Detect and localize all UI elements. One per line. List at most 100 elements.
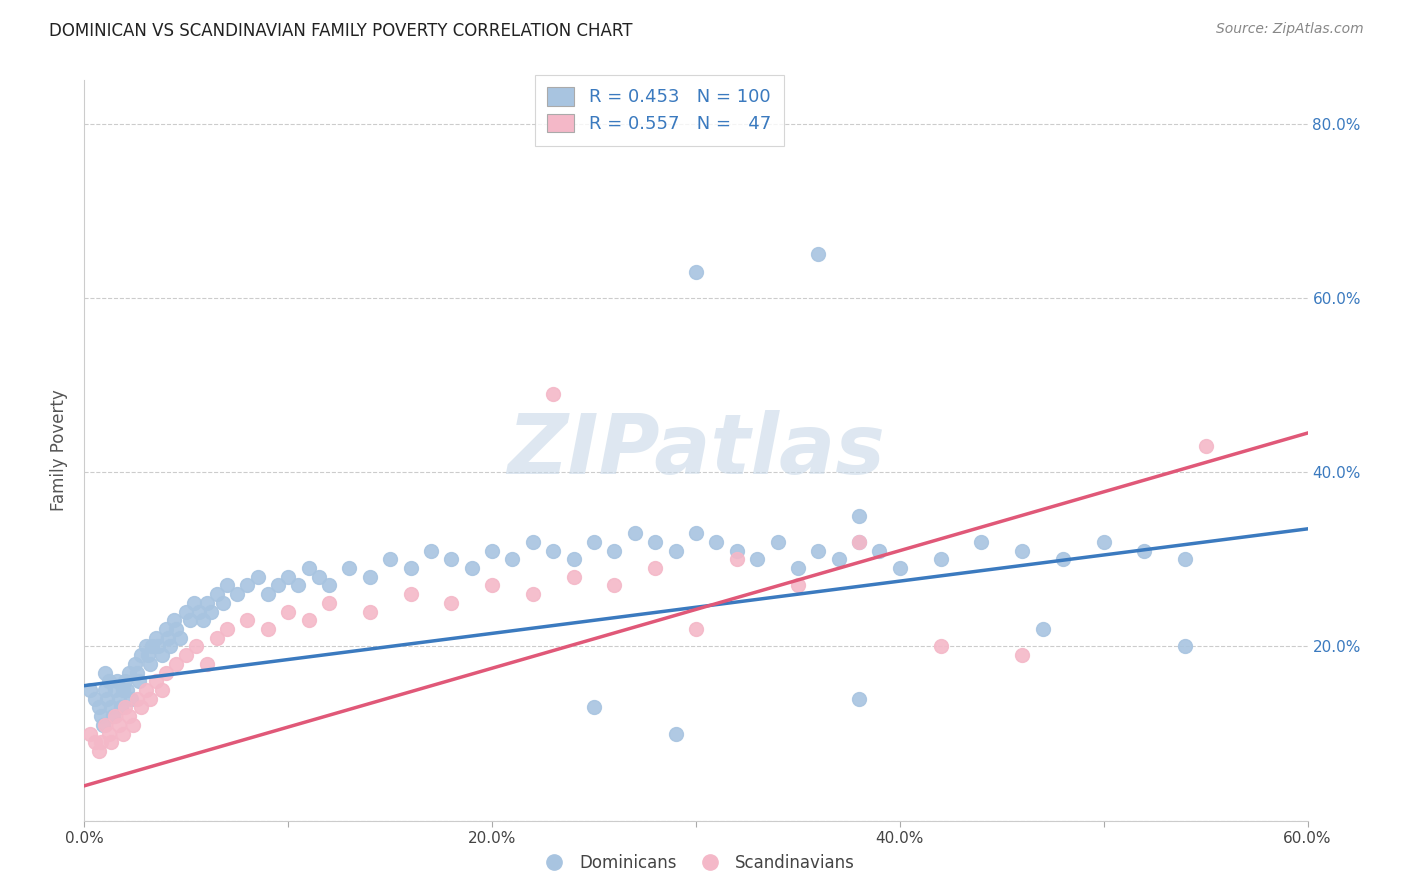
Point (1174, 640, 1197, 654)
Point (359, 605, 381, 619)
Point (155, 622, 177, 636)
Point (665, 726, 688, 740)
Point (169, 631, 191, 645)
Point (155, 665, 177, 680)
Point (165, 622, 187, 636)
Point (1195, 439, 1218, 453)
Point (440, 552, 463, 566)
Point (399, 561, 422, 575)
Point (212, 596, 235, 610)
Point (174, 605, 197, 619)
Point (848, 508, 870, 523)
Point (685, 622, 707, 636)
Point (583, 535, 606, 549)
Point (101, 709, 124, 723)
Point (1052, 552, 1074, 566)
Point (112, 726, 135, 740)
Point (1011, 648, 1033, 662)
Point (110, 700, 132, 714)
Point (339, 561, 361, 575)
Point (200, 605, 222, 619)
Point (236, 613, 259, 627)
Point (127, 665, 149, 680)
Point (165, 657, 187, 671)
Point (277, 605, 299, 619)
Point (1092, 535, 1115, 549)
Point (112, 683, 135, 698)
Point (105, 674, 128, 689)
Point (359, 570, 381, 584)
Point (145, 674, 167, 689)
Point (87, 700, 110, 714)
Point (685, 265, 707, 279)
Point (725, 552, 748, 566)
Point (380, 552, 402, 566)
Point (124, 657, 146, 671)
Point (83, 735, 105, 749)
Point (100, 735, 122, 749)
Point (246, 570, 269, 584)
Point (298, 561, 321, 575)
Text: Source: ZipAtlas.com: Source: ZipAtlas.com (1216, 22, 1364, 37)
Point (96, 691, 118, 706)
Point (481, 543, 503, 558)
Point (138, 657, 160, 671)
Point (399, 587, 422, 601)
Point (543, 543, 565, 558)
Point (205, 631, 228, 645)
Point (787, 578, 810, 592)
Point (191, 613, 214, 627)
Point (685, 526, 707, 541)
Point (257, 622, 280, 636)
Point (889, 561, 911, 575)
Point (179, 613, 201, 627)
Point (440, 596, 463, 610)
Point (583, 700, 606, 714)
Point (766, 535, 789, 549)
Point (502, 552, 524, 566)
Point (277, 570, 299, 584)
Point (1032, 622, 1054, 636)
Y-axis label: Family Poverty: Family Poverty (51, 390, 69, 511)
Point (104, 709, 127, 723)
Point (138, 691, 160, 706)
Point (828, 552, 851, 566)
Point (131, 700, 153, 714)
Point (159, 640, 181, 654)
Point (79, 683, 101, 698)
Point (120, 691, 142, 706)
Point (93, 683, 115, 698)
Point (195, 596, 218, 610)
Point (90, 709, 112, 723)
Point (287, 578, 309, 592)
Point (665, 543, 688, 558)
Point (205, 587, 228, 601)
Point (91, 718, 114, 732)
Text: ZIPatlas: ZIPatlas (508, 410, 884, 491)
Point (127, 691, 149, 706)
Point (108, 718, 131, 732)
Point (150, 648, 173, 662)
Point (522, 587, 544, 601)
Point (163, 613, 186, 627)
Point (183, 596, 205, 610)
Point (174, 648, 197, 662)
Point (624, 526, 647, 541)
Point (93, 665, 115, 680)
Point (195, 657, 218, 671)
Point (970, 535, 993, 549)
Point (725, 543, 748, 558)
Point (128, 674, 150, 689)
Point (93, 718, 115, 732)
Point (929, 552, 952, 566)
Point (97, 674, 120, 689)
Point (236, 578, 259, 592)
Point (217, 622, 239, 636)
Point (97, 726, 120, 740)
Point (298, 613, 321, 627)
Legend: Dominicans, Scandinavians: Dominicans, Scandinavians (530, 847, 862, 879)
Point (644, 561, 666, 575)
Point (644, 535, 666, 549)
Point (136, 648, 159, 662)
Point (115, 683, 138, 698)
